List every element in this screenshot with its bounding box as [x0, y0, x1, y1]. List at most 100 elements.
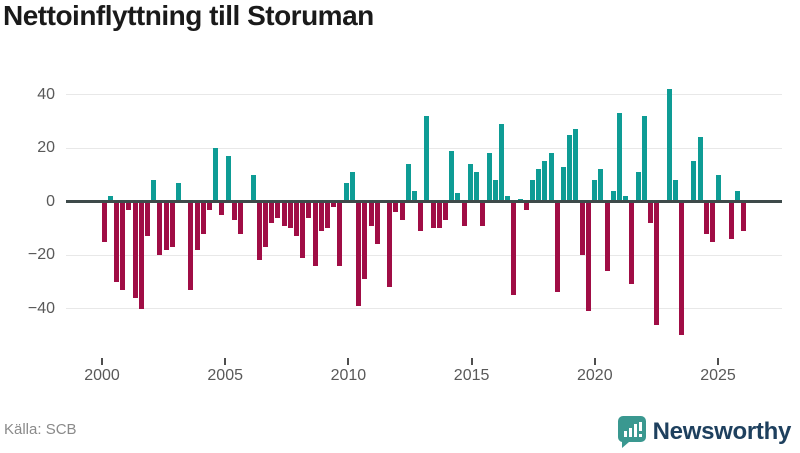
x-axis-tick [101, 358, 103, 365]
newsworthy-logo[interactable]: Newsworthy [617, 415, 792, 449]
bar [629, 201, 635, 285]
bar [343, 182, 349, 202]
bar [387, 201, 393, 288]
bar [474, 172, 480, 202]
y-axis-label: −20 [27, 246, 55, 263]
bar [194, 201, 200, 250]
bar [430, 201, 436, 229]
x-axis-tick [593, 358, 596, 365]
bar [641, 115, 647, 202]
bar-chart-speech-bubble-icon [617, 416, 646, 448]
bar [505, 196, 511, 202]
bar [436, 201, 442, 229]
bar [585, 201, 591, 312]
bar [300, 201, 306, 258]
bar [163, 201, 169, 250]
y-axis-label: −40 [27, 299, 55, 317]
source-caption: Källa: SCB [4, 421, 77, 438]
bar [269, 201, 275, 223]
bar [368, 201, 374, 226]
bar [120, 201, 126, 290]
page-title: Nettoinflyttning till Storuman [3, 0, 374, 31]
bar [306, 201, 312, 218]
bar [287, 201, 293, 229]
bar [598, 169, 604, 202]
bar [666, 89, 672, 202]
bar [741, 201, 747, 231]
bar [579, 201, 585, 255]
logo-wordmark: Newsworthy [652, 418, 792, 445]
bar [443, 201, 449, 221]
bar [138, 201, 144, 309]
bar [536, 169, 542, 202]
bar [325, 201, 331, 229]
bar [275, 201, 281, 218]
bar [405, 164, 411, 202]
bar [176, 182, 182, 202]
bar [492, 180, 498, 202]
x-axis-label: 2010 [330, 367, 367, 384]
gridline [66, 308, 782, 309]
bar [623, 196, 629, 202]
bar [262, 201, 268, 247]
bar [697, 137, 703, 202]
bar [461, 201, 467, 226]
x-axis-tick [717, 358, 719, 365]
bar [424, 115, 430, 202]
bar [449, 150, 455, 202]
x-axis-tick [347, 358, 350, 365]
bar [294, 201, 299, 237]
bar [207, 201, 213, 210]
bar [399, 201, 405, 221]
bar [157, 201, 163, 255]
bar [132, 201, 138, 298]
bar [418, 201, 424, 231]
bar [573, 129, 579, 202]
bar [374, 201, 380, 245]
y-axis-label: 40 [37, 85, 55, 103]
bar [107, 196, 113, 202]
bar [467, 164, 473, 202]
bar [188, 201, 194, 290]
bar [393, 201, 399, 213]
bar [561, 166, 567, 202]
bar [567, 134, 573, 202]
bar [616, 113, 622, 202]
x-axis-label: 2005 [207, 367, 243, 384]
bar [679, 201, 685, 336]
bar [710, 201, 716, 242]
gridline [66, 147, 782, 149]
bar [635, 172, 641, 202]
x-axis-label: 2015 [453, 367, 490, 384]
bar [238, 201, 244, 234]
bar [126, 201, 132, 210]
bar [604, 201, 610, 272]
bar [113, 201, 119, 282]
bar [734, 190, 740, 202]
bar [219, 201, 225, 215]
bar [592, 180, 598, 202]
bar [542, 161, 548, 202]
bar [610, 190, 616, 202]
bar [337, 201, 343, 266]
bar [169, 201, 175, 247]
bar [250, 174, 256, 202]
bar [200, 201, 206, 234]
bar [455, 193, 461, 202]
bar [716, 174, 722, 202]
bar [331, 201, 337, 207]
bar [511, 201, 517, 296]
bar [225, 156, 231, 202]
bar [349, 172, 355, 202]
bar [691, 161, 697, 202]
x-axis-tick [470, 358, 473, 365]
x-axis-label: 2025 [700, 367, 736, 384]
bar [144, 201, 150, 237]
bar [231, 201, 237, 221]
bar [703, 201, 709, 234]
bar [256, 201, 262, 261]
x-axis-tick [224, 358, 227, 365]
bar [412, 190, 417, 202]
bar [486, 153, 492, 202]
